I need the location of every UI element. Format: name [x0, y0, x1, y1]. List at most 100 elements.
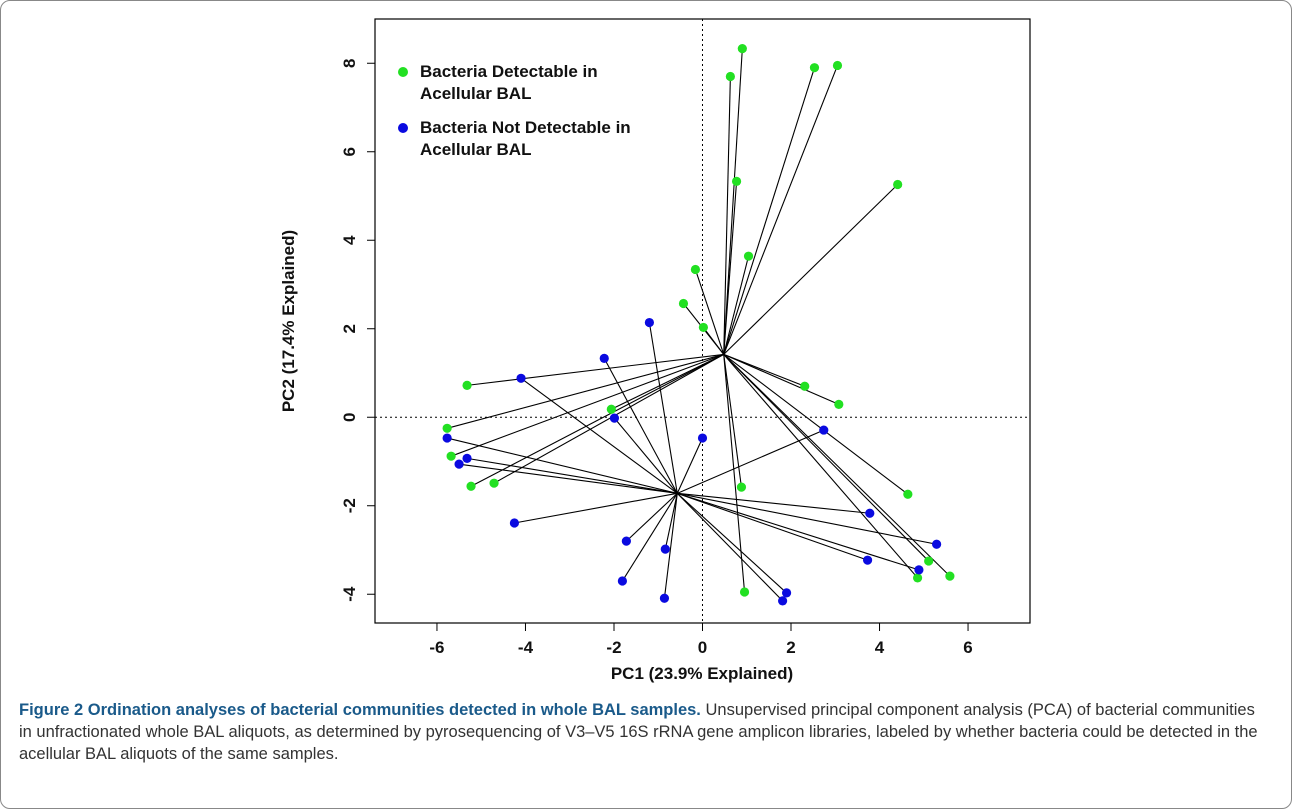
point: [617, 576, 627, 586]
caption-title: Ordination analyses of bacterial communi…: [87, 701, 701, 719]
spoke: [664, 493, 678, 550]
spoke: [626, 492, 678, 542]
legend-label: Bacteria Detectable in Acellular BAL: [420, 62, 598, 103]
spoke: [677, 492, 868, 561]
point: [725, 71, 735, 82]
spoke: [466, 457, 678, 494]
spoke: [723, 354, 930, 562]
spoke: [677, 429, 824, 494]
point: [809, 63, 820, 73]
y-tick-label: -2: [340, 498, 359, 513]
spoke: [723, 353, 840, 405]
spoke: [603, 358, 678, 494]
point: [599, 353, 609, 363]
spoke: [723, 181, 738, 355]
point: [781, 588, 792, 598]
spoke: [470, 353, 724, 487]
point: [442, 423, 452, 433]
point: [739, 587, 750, 597]
spoke: [466, 353, 724, 386]
spoke: [493, 353, 725, 484]
point: [737, 44, 747, 54]
spoke: [694, 269, 725, 355]
x-tick-label: -2: [606, 638, 621, 657]
point: [659, 593, 670, 603]
point: [832, 60, 843, 71]
legend-item: Bacteria Not Detectable in Acellular BAL: [396, 117, 646, 161]
spoke: [459, 463, 678, 494]
point: [509, 518, 520, 528]
point: [454, 459, 464, 469]
y-tick-label: -4: [340, 586, 359, 602]
x-tick-label: -6: [429, 638, 444, 657]
point: [609, 413, 620, 423]
point: [731, 176, 742, 186]
y-axis-title: PC2 (17.4% Explained): [279, 230, 298, 412]
point: [834, 399, 844, 410]
spoke: [723, 76, 731, 355]
y-tick-label: 2: [340, 324, 359, 333]
y-tick-label: 0: [340, 413, 359, 422]
spoke: [723, 354, 746, 593]
spoke: [677, 492, 920, 571]
x-tick-label: 4: [875, 638, 885, 657]
point: [862, 555, 873, 565]
spoke: [723, 184, 899, 355]
legend-marker: [398, 123, 408, 133]
point: [621, 536, 631, 546]
spoke: [723, 48, 743, 355]
point: [945, 571, 955, 581]
legend-item: Bacteria Detectable in Acellular BAL: [396, 61, 646, 105]
caption: Figure 2 Ordination analyses of bacteria…: [19, 699, 1269, 765]
point: [697, 433, 708, 443]
spoke: [514, 492, 678, 524]
spoke: [450, 353, 724, 457]
legend-label: Bacteria Not Detectable in Acellular BAL: [420, 118, 631, 159]
spoke: [520, 377, 678, 494]
point: [778, 596, 788, 606]
point: [914, 565, 924, 575]
spoke: [447, 437, 678, 494]
point: [462, 380, 472, 390]
point: [893, 179, 903, 190]
spoke: [723, 65, 838, 355]
spoke: [723, 353, 909, 495]
spoke: [614, 417, 678, 494]
y-tick-label: 4: [340, 235, 359, 245]
point: [819, 425, 829, 435]
spoke: [723, 256, 750, 355]
x-axis-title: PC1 (23.9% Explained): [611, 664, 793, 683]
x-tick-label: 6: [963, 638, 972, 657]
spoke: [663, 493, 678, 599]
point: [442, 433, 452, 443]
spoke: [723, 354, 742, 488]
point: [446, 451, 456, 461]
spoke: [723, 354, 919, 579]
point: [462, 453, 472, 463]
point: [660, 544, 670, 554]
point: [516, 373, 526, 383]
point: [644, 317, 654, 328]
point: [924, 556, 934, 566]
y-tick-label: 8: [340, 59, 359, 68]
legend: Bacteria Detectable in Acellular BAL Bact…: [396, 61, 646, 173]
x-tick-label: 0: [698, 638, 707, 657]
point: [698, 322, 708, 333]
spoke: [677, 492, 937, 545]
point: [743, 251, 754, 261]
caption-text: Unsupervised principal component analysi…: [19, 701, 1258, 763]
spoke: [723, 67, 815, 355]
y-tick-label: 6: [340, 147, 359, 156]
point: [466, 481, 476, 491]
point: [678, 298, 689, 309]
spoke: [446, 353, 724, 429]
spoke: [723, 354, 951, 577]
point: [489, 478, 499, 488]
point: [865, 508, 875, 518]
point: [903, 489, 913, 499]
spoke: [648, 322, 678, 494]
spoke: [702, 327, 725, 355]
spoke: [676, 492, 787, 594]
x-tick-label: 2: [786, 638, 795, 657]
